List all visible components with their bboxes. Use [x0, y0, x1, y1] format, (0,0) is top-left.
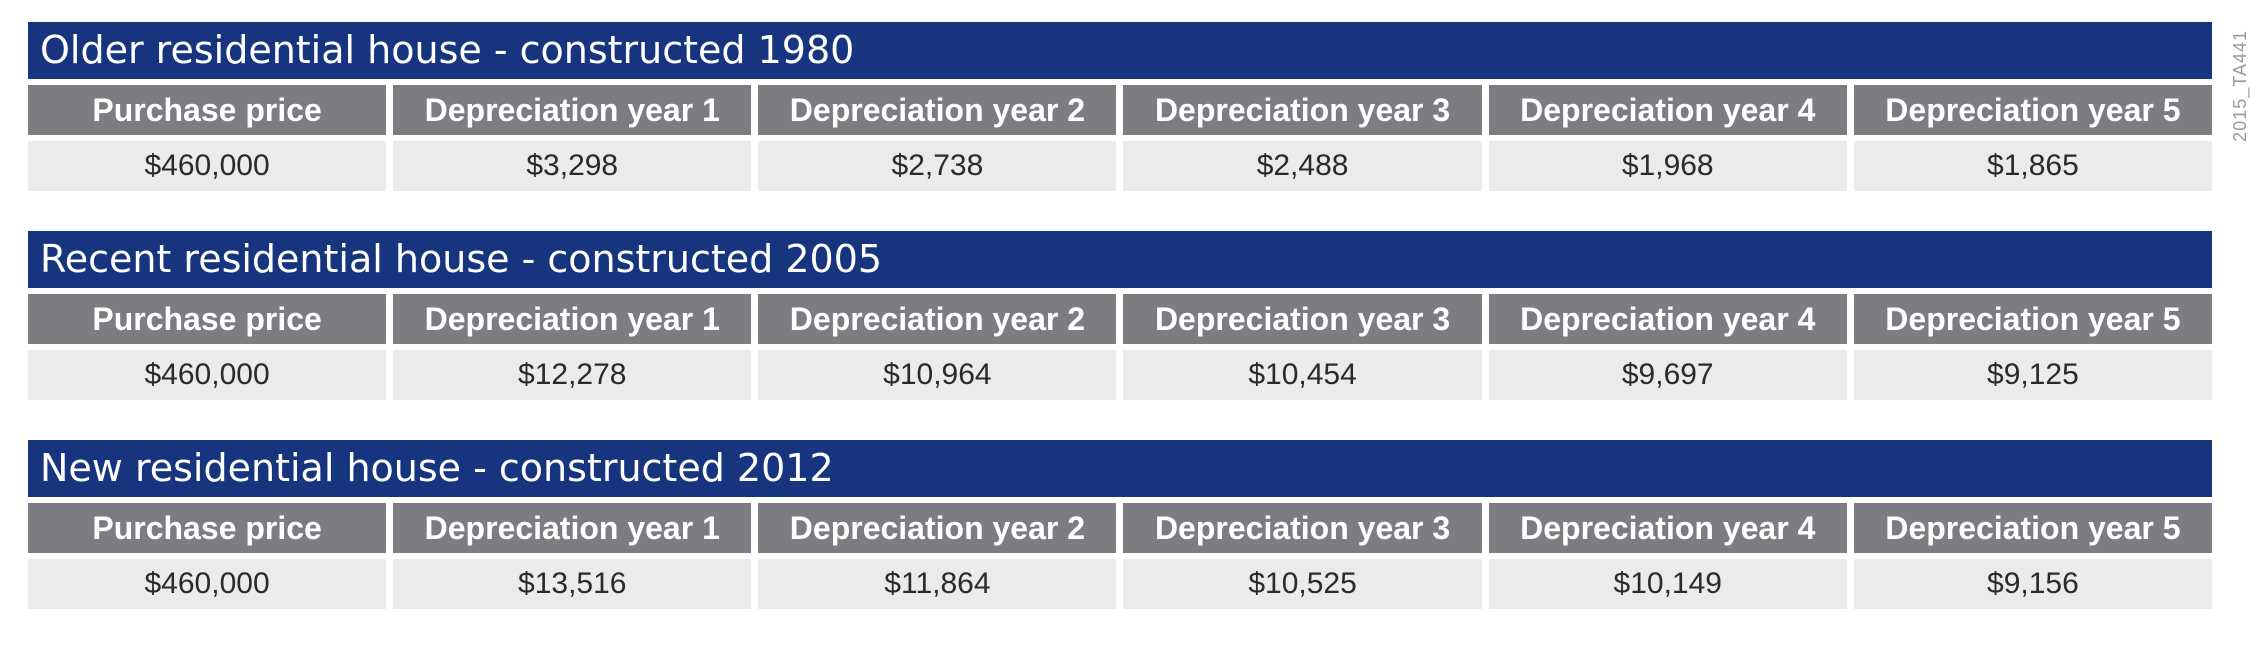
value-depreciation-year-3: $10,525 [1123, 559, 1482, 609]
header-depreciation-year-1: Depreciation year 1 [393, 503, 752, 553]
value-depreciation-year-1: $12,278 [393, 350, 752, 400]
header-depreciation-year-1: Depreciation year 1 [393, 294, 752, 344]
table-title: Recent residential house - constructed 2… [28, 231, 2212, 288]
value-purchase-price: $460,000 [28, 559, 387, 609]
header-depreciation-year-2: Depreciation year 2 [758, 503, 1117, 553]
table-title: New residential house - constructed 2012 [28, 440, 2212, 497]
value-depreciation-year-5: $1,865 [1853, 141, 2212, 191]
header-row: Purchase price Depreciation year 1 Depre… [28, 503, 2212, 553]
header-depreciation-year-2: Depreciation year 2 [758, 85, 1117, 135]
value-row: $460,000 $12,278 $10,964 $10,454 $9,697 … [28, 350, 2212, 400]
value-row: $460,000 $3,298 $2,738 $2,488 $1,968 $1,… [28, 141, 2212, 191]
value-depreciation-year-3: $10,454 [1123, 350, 1482, 400]
value-depreciation-year-1: $13,516 [393, 559, 752, 609]
header-row: Purchase price Depreciation year 1 Depre… [28, 85, 2212, 135]
table-new-house: New residential house - constructed 2012… [28, 440, 2212, 609]
header-depreciation-year-3: Depreciation year 3 [1123, 503, 1482, 553]
header-purchase-price: Purchase price [28, 503, 387, 553]
value-purchase-price: $460,000 [28, 141, 387, 191]
header-depreciation-year-5: Depreciation year 5 [1853, 294, 2212, 344]
value-row: $460,000 $13,516 $11,864 $10,525 $10,149… [28, 559, 2212, 609]
value-depreciation-year-5: $9,125 [1853, 350, 2212, 400]
value-depreciation-year-4: $9,697 [1488, 350, 1847, 400]
table-title: Older residential house - constructed 19… [28, 22, 2212, 79]
header-depreciation-year-4: Depreciation year 4 [1488, 503, 1847, 553]
header-depreciation-year-5: Depreciation year 5 [1853, 503, 2212, 553]
value-depreciation-year-5: $9,156 [1853, 559, 2212, 609]
header-depreciation-year-2: Depreciation year 2 [758, 294, 1117, 344]
figure-code: 2015_TA441 [2230, 30, 2250, 142]
header-depreciation-year-1: Depreciation year 1 [393, 85, 752, 135]
value-depreciation-year-4: $1,968 [1488, 141, 1847, 191]
value-depreciation-year-2: $10,964 [758, 350, 1117, 400]
header-depreciation-year-3: Depreciation year 3 [1123, 294, 1482, 344]
value-depreciation-year-3: $2,488 [1123, 141, 1482, 191]
value-depreciation-year-2: $11,864 [758, 559, 1117, 609]
header-depreciation-year-3: Depreciation year 3 [1123, 85, 1482, 135]
header-purchase-price: Purchase price [28, 294, 387, 344]
header-depreciation-year-4: Depreciation year 4 [1488, 85, 1847, 135]
header-row: Purchase price Depreciation year 1 Depre… [28, 294, 2212, 344]
header-depreciation-year-4: Depreciation year 4 [1488, 294, 1847, 344]
header-depreciation-year-5: Depreciation year 5 [1853, 85, 2212, 135]
depreciation-tables: Older residential house - constructed 19… [28, 22, 2212, 649]
value-purchase-price: $460,000 [28, 350, 387, 400]
value-depreciation-year-1: $3,298 [393, 141, 752, 191]
value-depreciation-year-2: $2,738 [758, 141, 1117, 191]
table-recent-house: Recent residential house - constructed 2… [28, 231, 2212, 400]
table-older-house: Older residential house - constructed 19… [28, 22, 2212, 191]
value-depreciation-year-4: $10,149 [1488, 559, 1847, 609]
header-purchase-price: Purchase price [28, 85, 387, 135]
